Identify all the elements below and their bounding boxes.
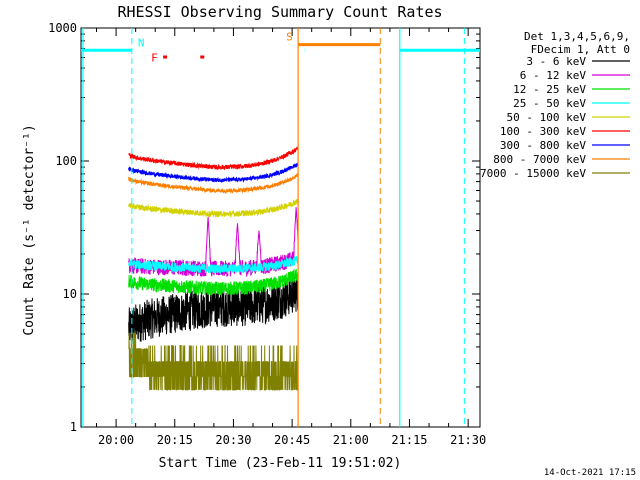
legend-label-7: 300 - 800 keV bbox=[500, 139, 586, 152]
flag-marker-flare bbox=[163, 55, 168, 59]
x-tick-label: 20:00 bbox=[98, 433, 134, 447]
y-tick-label: 100 bbox=[55, 154, 77, 168]
footer-date: 14-Oct-2021 17:15 bbox=[544, 468, 636, 478]
legend-label-2: 6 - 12 keV bbox=[520, 69, 587, 82]
plot-frame bbox=[80, 27, 481, 428]
series-line-8 bbox=[128, 172, 299, 195]
x-tick-label: 20:15 bbox=[157, 433, 193, 447]
series-line-3 bbox=[128, 268, 299, 296]
flag-label-flare: F bbox=[151, 52, 158, 65]
legend-label-6: 100 - 300 keV bbox=[500, 125, 586, 138]
x-axis-label: Start Time (23-Feb-11 19:51:02) bbox=[159, 456, 402, 471]
legend-label-5: 50 - 100 keV bbox=[507, 111, 587, 124]
x-tick-label: 21:00 bbox=[333, 433, 369, 447]
legend-header-line-2: FDecim 1, Att 0 bbox=[531, 43, 630, 56]
chart-title: RHESSI Observing Summary Count Rates bbox=[117, 3, 442, 21]
plot-layer: 1 10 100 1000 20:00 20:15 20:30 20:45 21:00 21:15… bbox=[48, 21, 486, 447]
y-axis-label: Count Rate (s⁻¹ detector⁻¹) bbox=[22, 124, 37, 335]
x-tick-label: 21:15 bbox=[391, 433, 427, 447]
legend-label-3: 12 - 25 keV bbox=[513, 83, 586, 96]
series-line-5 bbox=[128, 199, 299, 219]
legend-label-4: 25 - 50 keV bbox=[513, 97, 586, 110]
flag-marker-flare bbox=[200, 55, 205, 59]
x-tick-label: 20:30 bbox=[215, 433, 251, 447]
series-line-4 bbox=[128, 256, 299, 275]
legend-label-1: 3 - 6 keV bbox=[526, 55, 586, 68]
y-tick-label: 1000 bbox=[48, 21, 77, 35]
x-tick-label: 20:45 bbox=[274, 433, 310, 447]
flag-label-saa: S bbox=[286, 31, 293, 44]
x-tick-label: 21:30 bbox=[450, 433, 486, 447]
legend-header-line-1: Det 1,3,4,5,6,9, bbox=[524, 30, 630, 43]
y-tick-label: 10 bbox=[63, 287, 77, 301]
legend-label-8: 800 - 7000 keV bbox=[493, 153, 586, 166]
flag-label-night: N bbox=[138, 36, 145, 49]
y-tick-label: 1 bbox=[70, 420, 77, 434]
series-line-7 bbox=[128, 162, 299, 184]
series-line-6 bbox=[128, 146, 299, 171]
legend-label-9: 7000 - 15000 keV bbox=[480, 167, 586, 180]
series-line-1 bbox=[128, 274, 299, 342]
series-line-9 bbox=[128, 332, 299, 391]
